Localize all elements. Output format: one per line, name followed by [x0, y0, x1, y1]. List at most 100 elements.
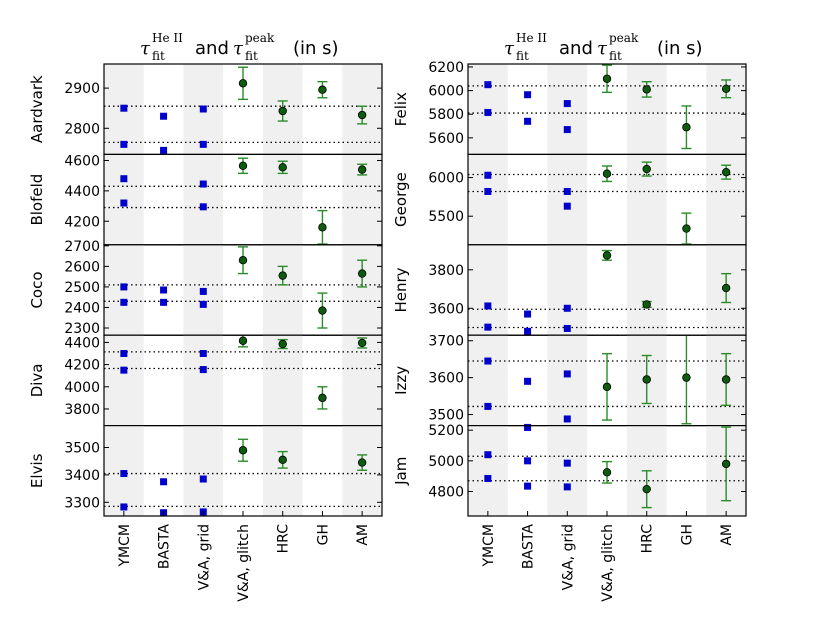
y-tick-label: 3600 — [428, 371, 464, 387]
panel-coco: 2300 2400 2500 2600 2700 Coco — [28, 239, 383, 337]
y-tick-label: 3300 — [64, 495, 100, 511]
panel-diva: 3800 4000 4200 4400 Diva — [28, 334, 383, 427]
y-tick-label: 6200 — [428, 60, 464, 76]
he-marker — [484, 81, 492, 89]
peak-marker — [318, 306, 327, 315]
panel-blofeld: 4200 4400 4600 Blofeld — [28, 153, 383, 246]
he-marker — [524, 423, 532, 431]
he-marker — [120, 350, 128, 358]
y-tick-label: 4200 — [64, 358, 100, 374]
panel-felix: 5600 5800 6000 6200 Felix — [392, 60, 747, 156]
he-marker — [199, 475, 207, 483]
panel-star-label: Elvis — [28, 453, 46, 488]
y-tick-label: 3800 — [428, 263, 464, 279]
he-marker — [199, 366, 207, 374]
shade-column — [547, 154, 588, 245]
peak-marker — [318, 393, 327, 403]
panel-izzy: 3500 3600 3700 Izzy — [392, 334, 747, 431]
y-tick-label: 3600 — [428, 301, 464, 317]
he-marker — [120, 503, 128, 511]
y-tick-label: 6000 — [428, 84, 464, 100]
he-marker — [484, 402, 492, 410]
he-marker — [524, 377, 532, 385]
peak-marker — [602, 74, 612, 83]
y-tick-label: 2600 — [64, 259, 100, 275]
title-right-tau1: τ — [504, 38, 515, 59]
panel-star-label: Coco — [28, 271, 46, 308]
title-right-sub1: fit — [516, 49, 529, 63]
shade-column — [468, 154, 508, 245]
peak-marker — [278, 163, 287, 172]
he-marker — [563, 100, 571, 108]
peak-marker — [602, 251, 612, 260]
title-right-sup2: peak — [609, 31, 639, 45]
panel-george: 5500 6000 George — [392, 153, 747, 246]
peak-marker — [238, 161, 248, 170]
he-marker — [160, 298, 168, 306]
panel-star-label: Felix — [392, 92, 410, 126]
he-marker — [120, 366, 128, 374]
he-marker — [120, 175, 128, 183]
x-tick-label: GH — [315, 524, 331, 545]
peak-marker — [357, 269, 367, 278]
y-tick-label: 4000 — [64, 380, 100, 396]
panel-star-label: George — [392, 172, 410, 227]
peak-marker — [642, 300, 651, 309]
title-left-sub2: fit — [245, 49, 258, 63]
y-tick-label: 3800 — [64, 402, 100, 418]
panel-elvis: 3300 3400 3500 Elvis YMCM BASTA V&A, grid V&A, … — [28, 425, 383, 602]
title-left-tau1: τ — [140, 38, 151, 59]
title-right-tau2: τ — [597, 38, 608, 59]
peak-marker — [357, 458, 367, 467]
title-right: τ fit He II and τ fit peak (in s) — [504, 31, 703, 63]
panel-star-label: Henry — [392, 267, 410, 312]
shade-column — [262, 335, 303, 426]
shade-column — [626, 244, 667, 336]
y-tick-label: 3400 — [64, 468, 100, 484]
he-marker — [524, 117, 532, 125]
x-tick-label: YMCM — [481, 524, 497, 568]
title-right-and: and — [559, 38, 593, 59]
panel-frame — [103, 334, 383, 427]
peak-marker — [642, 164, 651, 174]
he-marker — [563, 370, 571, 378]
y-tick-label: 2300 — [64, 321, 100, 337]
shade-column — [262, 425, 303, 516]
y-tick-label: 4600 — [64, 153, 100, 169]
he-marker — [563, 187, 571, 195]
y-tick-label: 4200 — [64, 214, 100, 230]
x-tick-label: GH — [679, 524, 695, 545]
y-tick-label: 5800 — [428, 107, 464, 123]
shade-column — [104, 335, 144, 426]
peak-marker — [238, 79, 248, 88]
y-tick-label: 2700 — [64, 239, 100, 255]
peak-marker — [642, 85, 651, 94]
title-left-sub1: fit — [152, 49, 165, 63]
y-tick-label: 5000 — [428, 454, 464, 470]
he-marker — [484, 302, 492, 310]
y-tick-label: 2500 — [64, 280, 100, 296]
shade-column — [468, 335, 508, 426]
he-marker — [199, 203, 207, 211]
he-marker — [524, 457, 532, 465]
shade-column — [183, 154, 224, 245]
panel-star-label: Aardvark — [28, 75, 46, 143]
peak-marker — [682, 123, 691, 132]
peak-marker — [721, 283, 731, 293]
title-left-and: and — [195, 38, 229, 59]
shade-column — [547, 64, 588, 155]
x-tick-label: AM — [355, 524, 371, 546]
title-right-sub2: fit — [609, 49, 622, 63]
peak-marker — [318, 85, 327, 94]
peak-marker — [682, 224, 691, 233]
peak-marker — [318, 223, 327, 232]
he-marker — [524, 310, 532, 318]
he-marker — [484, 474, 492, 482]
y-tick-label: 6000 — [428, 171, 464, 187]
shade-column — [706, 64, 746, 155]
he-marker — [563, 126, 571, 134]
peak-marker — [721, 167, 731, 177]
y-tick-label: 3700 — [428, 334, 464, 350]
he-marker — [120, 298, 128, 306]
peak-marker — [278, 339, 287, 349]
